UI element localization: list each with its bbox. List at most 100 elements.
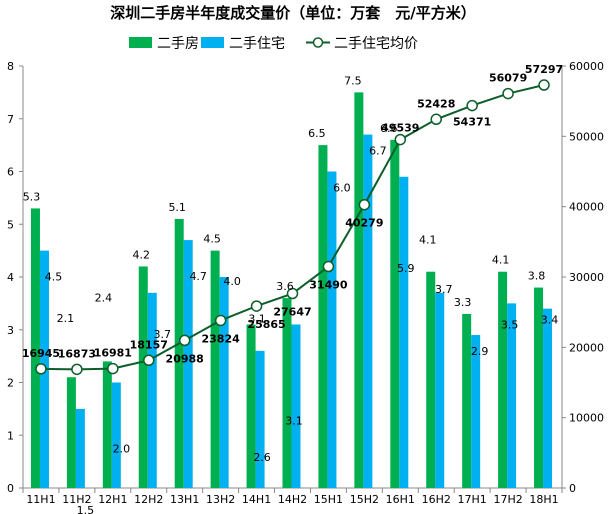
bar-residential bbox=[507, 303, 517, 488]
bar-second-hand bbox=[354, 92, 364, 488]
data-label-avg-price: 16945 bbox=[22, 347, 60, 360]
bar-residential bbox=[327, 171, 337, 488]
bar-second-hand bbox=[534, 287, 544, 488]
chart-title: 深圳二手房半年度成交量价（单位：万套 元/平方米） bbox=[110, 4, 475, 22]
price-marker bbox=[322, 260, 335, 273]
right-tick-label: 30000 bbox=[569, 271, 604, 284]
legend: 二手房 二手住宅 二手住宅均价 bbox=[129, 36, 418, 52]
bar-second-hand bbox=[66, 377, 76, 488]
data-label-residential: 3.5 bbox=[501, 318, 519, 331]
data-label-residential: 5.9 bbox=[397, 262, 415, 275]
left-tick-label: 4 bbox=[7, 271, 14, 284]
legend-label-residential: 二手住宅 bbox=[229, 36, 285, 52]
legend-swatch-second-hand bbox=[129, 37, 152, 48]
data-label-avg-price: 31490 bbox=[309, 279, 348, 292]
x-tick-label: 15H2 bbox=[350, 493, 379, 506]
legend-swatch-residential bbox=[201, 37, 224, 48]
data-label-second-hand: 5.1 bbox=[168, 201, 186, 214]
price-line bbox=[35, 79, 550, 376]
bar-second-hand bbox=[246, 324, 256, 488]
bars bbox=[30, 92, 553, 489]
price-marker bbox=[430, 113, 442, 126]
data-label-avg-price: 40279 bbox=[345, 217, 383, 230]
x-tick-label: 14H1 bbox=[242, 493, 271, 506]
price-marker bbox=[502, 87, 514, 100]
data-label-second-hand: 4.1 bbox=[492, 254, 510, 267]
bar-residential bbox=[291, 324, 301, 488]
left-tick-label: 2 bbox=[7, 377, 14, 390]
data-label-second-hand: 3.3 bbox=[454, 296, 472, 309]
bar-residential bbox=[255, 350, 265, 488]
bar-residential bbox=[147, 292, 157, 488]
x-tick-label: 12H2 bbox=[134, 493, 163, 506]
data-labels: 5.34.52.11.52.42.04.23.75.14.74.54.03.12… bbox=[22, 63, 563, 514]
legend-label-avg-price: 二手住宅均价 bbox=[334, 36, 418, 52]
data-label-residential: 4.0 bbox=[223, 275, 241, 288]
bar-residential bbox=[219, 277, 229, 488]
bar-second-hand bbox=[282, 298, 292, 488]
data-label-avg-price: 52428 bbox=[417, 97, 455, 110]
data-label-residential: 2.9 bbox=[471, 345, 489, 358]
left-tick-label: 0 bbox=[7, 482, 14, 495]
bar-residential bbox=[399, 176, 409, 488]
right-tick-label: 10000 bbox=[569, 412, 604, 425]
data-label-second-hand: 7.5 bbox=[344, 74, 362, 87]
data-label-avg-price: 56079 bbox=[489, 72, 527, 85]
data-label-residential: 6.7 bbox=[369, 145, 387, 158]
data-label-avg-price: 57297 bbox=[525, 63, 563, 76]
data-label-second-hand: 4.2 bbox=[133, 248, 151, 261]
left-tick-label: 3 bbox=[7, 324, 14, 337]
data-label-residential: 3.7 bbox=[435, 283, 453, 296]
bar-second-hand bbox=[426, 271, 436, 488]
left-tick-label: 7 bbox=[7, 113, 14, 126]
bar-residential bbox=[435, 292, 445, 488]
bar-second-hand bbox=[102, 361, 112, 488]
left-tick-label: 5 bbox=[7, 218, 14, 231]
right-tick-label: 20000 bbox=[569, 341, 604, 354]
bar-second-hand bbox=[174, 218, 184, 488]
right-tick-label: 60000 bbox=[569, 60, 604, 73]
x-tick-label: 16H2 bbox=[422, 493, 451, 506]
data-label-second-hand: 5.3 bbox=[23, 190, 41, 203]
x-tick-label: 16H1 bbox=[386, 493, 415, 506]
data-label-second-hand: 6.6 bbox=[380, 122, 398, 135]
axes: 0 1 2 3 4 5 6 7 8 0 10000 20000 30000 40000 50000 60000… bbox=[7, 60, 604, 506]
bar-residential bbox=[543, 308, 553, 488]
x-tick-label: 12H1 bbox=[98, 493, 127, 506]
price-marker bbox=[143, 354, 155, 367]
bar-residential bbox=[75, 408, 85, 488]
data-label-residential: 4.5 bbox=[45, 271, 63, 284]
bar-second-hand bbox=[30, 208, 40, 489]
bar-residential bbox=[111, 382, 121, 488]
bar-second-hand bbox=[318, 145, 328, 488]
x-tick-label: 17H1 bbox=[458, 493, 487, 506]
right-tick-label: 0 bbox=[569, 482, 576, 495]
data-label-residential: 3.7 bbox=[154, 328, 172, 341]
data-label-residential: 3.1 bbox=[285, 414, 303, 427]
price-marker bbox=[538, 79, 550, 91]
bar-second-hand bbox=[498, 271, 508, 488]
bar-residential bbox=[363, 134, 373, 488]
data-label-residential: 2.6 bbox=[253, 451, 271, 464]
data-label-residential: 2.0 bbox=[113, 443, 131, 456]
x-tick-label: 13H1 bbox=[170, 493, 199, 506]
bar-residential bbox=[471, 335, 481, 488]
price-marker bbox=[35, 363, 47, 375]
x-tick-label: 13H2 bbox=[206, 493, 235, 506]
data-label-second-hand: 4.5 bbox=[203, 233, 221, 246]
bar-second-hand bbox=[138, 266, 148, 488]
data-label-residential: 4.7 bbox=[189, 270, 207, 283]
x-tick-label: 15H1 bbox=[314, 493, 343, 506]
bar-second-hand bbox=[390, 139, 400, 488]
data-label-second-hand: 3.6 bbox=[276, 280, 294, 293]
price-marker bbox=[286, 287, 299, 300]
price-marker bbox=[71, 363, 83, 376]
data-label-avg-price: 54371 bbox=[453, 116, 491, 129]
price-marker bbox=[358, 198, 371, 211]
bar-residential bbox=[183, 240, 193, 488]
data-label-residential: 6.0 bbox=[333, 182, 351, 195]
price-marker bbox=[178, 334, 191, 347]
data-label-second-hand: 4.1 bbox=[419, 234, 437, 247]
data-label-second-hand: 2.4 bbox=[95, 291, 113, 304]
